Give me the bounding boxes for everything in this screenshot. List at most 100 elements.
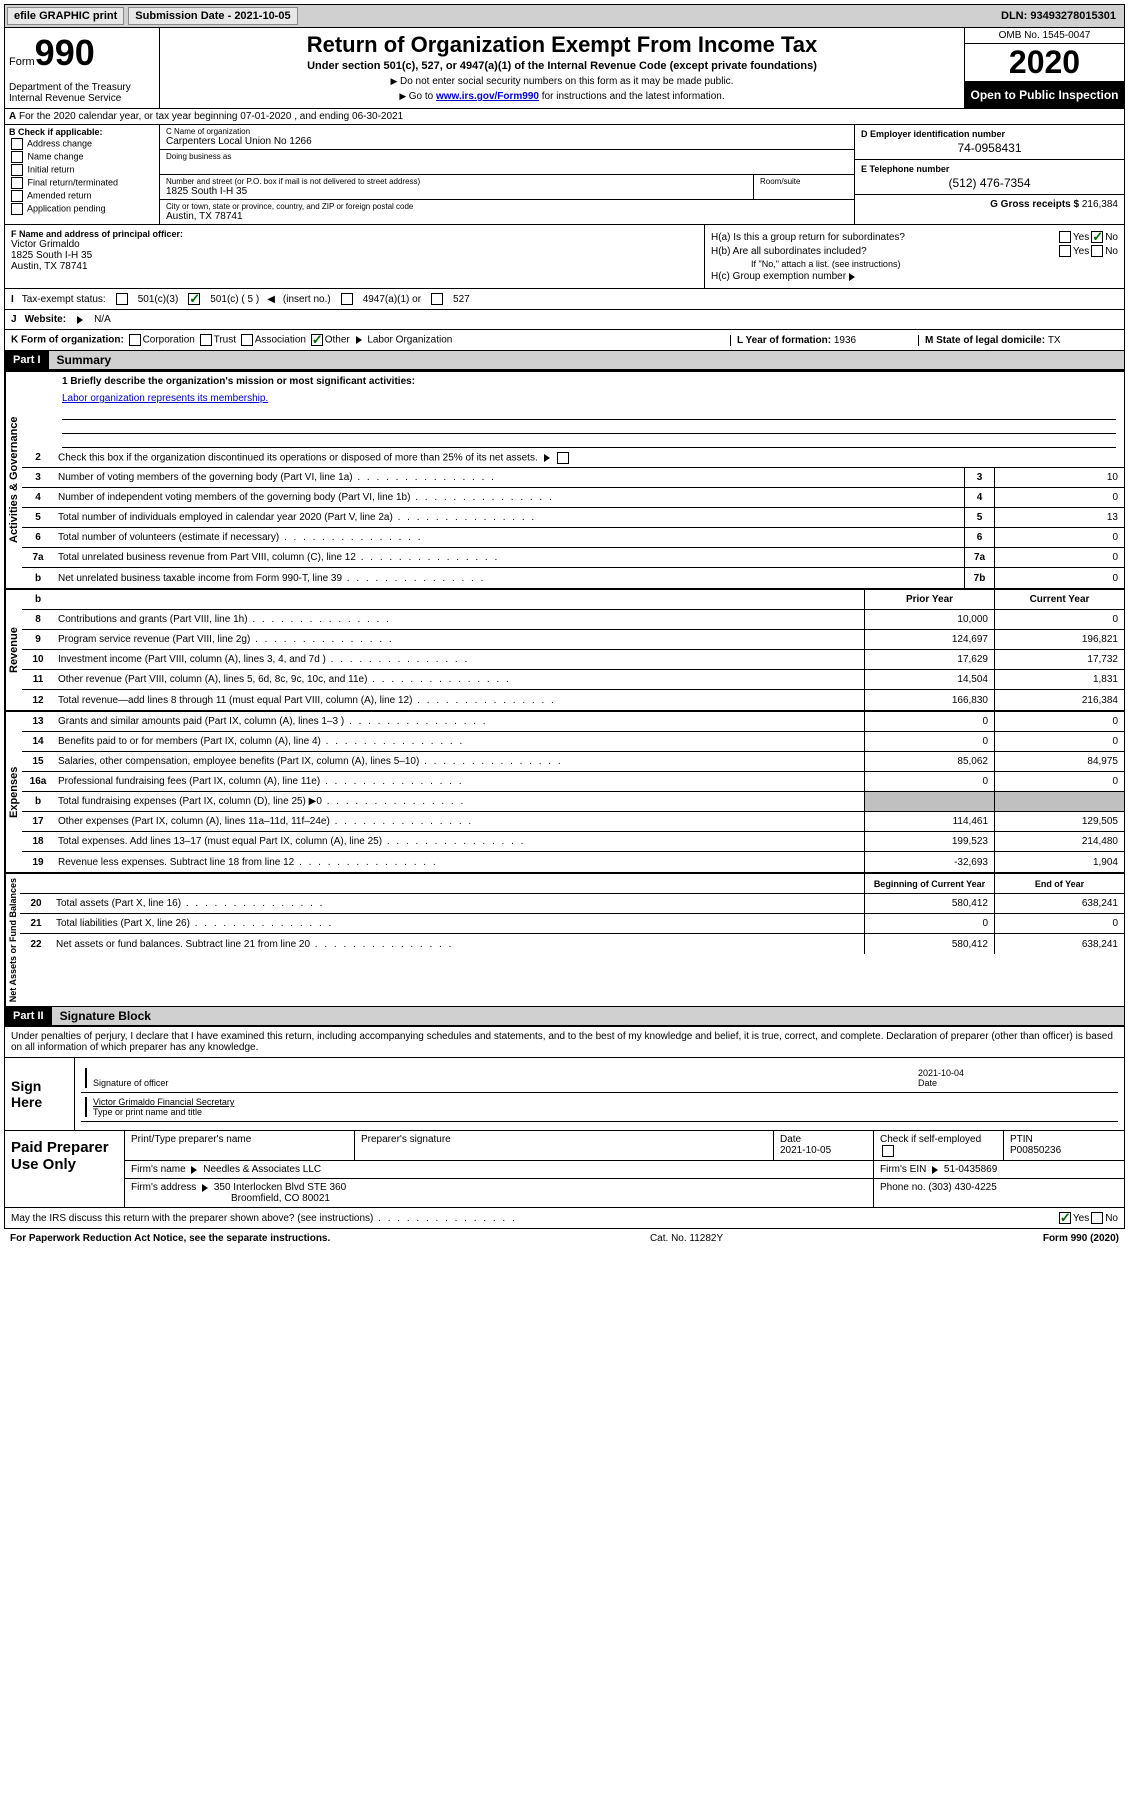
officer-addr1: 1825 South I-H 35: [11, 250, 698, 261]
summary-line: 4Number of independent voting members of…: [22, 488, 1124, 508]
summary-line: 7aTotal unrelated business revenue from …: [22, 548, 1124, 568]
state-domicile: TX: [1048, 335, 1061, 346]
chk-other[interactable]: [311, 334, 323, 346]
mission-text: Labor organization represents its member…: [62, 393, 268, 404]
sig-name-label: Type or print name and title: [93, 1107, 1118, 1117]
ha-no-chk[interactable]: [1091, 231, 1103, 243]
city-value: Austin, TX 78741: [166, 211, 848, 222]
summary-line: 3Number of voting members of the governi…: [22, 468, 1124, 488]
summary-line: 15Salaries, other compensation, employee…: [22, 752, 1124, 772]
summary-line: 13Grants and similar amounts paid (Part …: [22, 712, 1124, 732]
summary-line: 22Net assets or fund balances. Subtract …: [20, 934, 1124, 954]
hb-yes-chk[interactable]: [1059, 245, 1071, 257]
tax-year: 2020: [965, 44, 1124, 82]
sig-row-1: Signature of officer 2021-10-04 Date: [81, 1064, 1118, 1093]
prep-sig-hdr: Preparer's signature: [355, 1131, 774, 1160]
chk-discuss-no[interactable]: [1091, 1212, 1103, 1224]
prep-row-3: Firm's address 350 Interlocken Blvd STE …: [125, 1179, 1124, 1207]
footer-catno: Cat. No. 11282Y: [330, 1233, 1043, 1244]
gross-value: 216,384: [1082, 199, 1118, 210]
summary-line: bNet unrelated business taxable income f…: [22, 568, 1124, 588]
phone-cell: E Telephone number (512) 476-7354: [855, 160, 1124, 195]
chk-527[interactable]: [431, 293, 443, 305]
irs-link[interactable]: www.irs.gov/Form990: [436, 91, 539, 102]
chk-501c[interactable]: [188, 293, 200, 305]
chk-discuss-yes[interactable]: [1059, 1212, 1071, 1224]
part-i-label: Part I: [5, 351, 49, 369]
addr-label: Number and street (or P.O. box if mail i…: [166, 177, 747, 186]
chk-amended-return[interactable]: Amended return: [9, 190, 155, 202]
footer-left: For Paperwork Reduction Act Notice, see …: [10, 1233, 330, 1244]
chk-initial-return[interactable]: Initial return: [9, 164, 155, 176]
firm-ein-cell: Firm's EIN 51-0435869: [874, 1161, 1124, 1178]
submission-date-button[interactable]: Submission Date - 2021-10-05: [128, 7, 297, 25]
chk-discontinued[interactable]: [557, 452, 569, 464]
summary-line: 18Total expenses. Add lines 13–17 (must …: [22, 832, 1124, 852]
firm-addr2: Broomfield, CO 80021: [231, 1193, 330, 1204]
row-j-label: Website:: [25, 314, 67, 325]
chk-assoc[interactable]: [241, 334, 253, 346]
row-a-text: For the 2020 calendar year, or tax year …: [19, 111, 403, 122]
section-f-h: F Name and address of principal officer:…: [4, 225, 1125, 289]
chk-name-change[interactable]: Name change: [9, 151, 155, 163]
sig-date-label: Date: [918, 1078, 1118, 1088]
col-b-label: B Check if applicable:: [9, 127, 155, 137]
prep-ptin-cell: PTINP00850236: [1004, 1131, 1124, 1160]
sig-date-field: 2021-10-04 Date: [918, 1068, 1118, 1088]
governance-section: Activities & Governance 1 Briefly descri…: [5, 370, 1124, 588]
part-i: Part I Summary Activities & Governance 1…: [4, 351, 1125, 1007]
firm-phone: (303) 430-4225: [928, 1182, 996, 1193]
netassets-label: Net Assets or Fund Balances: [5, 874, 20, 1006]
firm-name-cell: Firm's name Needles & Associates LLC: [125, 1161, 874, 1178]
chk-501c3[interactable]: [116, 293, 128, 305]
arrow-icon: [191, 1166, 197, 1174]
efile-print-button[interactable]: efile GRAPHIC print: [7, 7, 124, 25]
chk-final-return[interactable]: Final return/terminated: [9, 177, 155, 189]
paid-preparer-label: Paid Preparer Use Only: [5, 1131, 125, 1207]
ptin-value: P00850236: [1010, 1145, 1061, 1156]
part-ii: Part II Signature Block: [4, 1007, 1125, 1027]
page-footer: For Paperwork Reduction Act Notice, see …: [4, 1229, 1125, 1248]
gross-label: G Gross receipts $: [990, 199, 1082, 210]
summary-line: 16aProfessional fundraising fees (Part I…: [22, 772, 1124, 792]
governance-label: Activities & Governance: [5, 372, 22, 588]
city-cell: City or town, state or province, country…: [160, 200, 854, 224]
sig-row-2: Victor Grimaldo Financial Secretary Type…: [81, 1093, 1118, 1122]
sig-name-field: Victor Grimaldo Financial Secretary Type…: [85, 1097, 1118, 1117]
form-header: Form990 Department of the Treasury Inter…: [4, 28, 1125, 109]
header-right: OMB No. 1545-0047 2020 Open to Public In…: [964, 28, 1124, 108]
ha-yes-chk[interactable]: [1059, 231, 1071, 243]
firm-addr-cell: Firm's address 350 Interlocken Blvd STE …: [125, 1179, 874, 1207]
firm-addr1: 350 Interlocken Blvd STE 360: [214, 1182, 346, 1193]
ein-label: D Employer identification number: [861, 129, 1118, 139]
chk-4947[interactable]: [341, 293, 353, 305]
section-b-through-g: B Check if applicable: Address change Na…: [4, 125, 1125, 225]
summary-line: bTotal fundraising expenses (Part IX, co…: [22, 792, 1124, 812]
dba-label: Doing business as: [166, 152, 848, 161]
note-link-post: for instructions and the latest informat…: [539, 91, 725, 102]
line-2: 2 Check this box if the organization dis…: [22, 448, 1124, 468]
hb-label: H(b) Are all subordinates included?: [711, 246, 1057, 257]
col-b-checkboxes: B Check if applicable: Address change Na…: [5, 125, 160, 224]
part-ii-label: Part II: [5, 1007, 52, 1025]
row-k-form-org: K Form of organization: Corporation Trus…: [4, 330, 1125, 351]
hb-row: H(b) Are all subordinates included? Yes …: [711, 245, 1118, 257]
netassets-section: Net Assets or Fund Balances Beginning of…: [5, 872, 1124, 1006]
sig-date-value: 2021-10-04: [918, 1068, 1118, 1078]
chk-self-employed[interactable]: [882, 1145, 894, 1157]
summary-line: 14Benefits paid to or for members (Part …: [22, 732, 1124, 752]
prior-year-hdr: Prior Year: [864, 590, 994, 609]
chk-corp[interactable]: [129, 334, 141, 346]
begin-year-hdr: Beginning of Current Year: [864, 874, 994, 893]
chk-address-change[interactable]: Address change: [9, 138, 155, 150]
room-label: Room/suite: [760, 177, 848, 186]
prep-row-2: Firm's name Needles & Associates LLC Fir…: [125, 1161, 1124, 1179]
summary-line: 11Other revenue (Part VIII, column (A), …: [22, 670, 1124, 690]
sign-here-block: Sign Here Signature of officer 2021-10-0…: [4, 1058, 1125, 1131]
expenses-section: Expenses 13Grants and similar amounts pa…: [5, 710, 1124, 872]
hb-no-chk[interactable]: [1091, 245, 1103, 257]
chk-trust[interactable]: [200, 334, 212, 346]
row-i-tax-status: I Tax-exempt status: 501(c)(3) 501(c) ( …: [4, 289, 1125, 310]
chk-application-pending[interactable]: Application pending: [9, 203, 155, 215]
row-k-label: K Form of organization:: [11, 335, 124, 346]
